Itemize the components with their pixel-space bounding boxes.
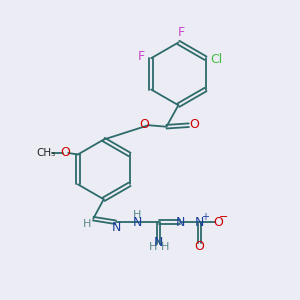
Text: F: F [138,50,145,63]
Text: −: − [219,212,228,222]
Text: O: O [189,118,199,131]
Text: O: O [213,216,223,229]
Text: N: N [154,236,163,249]
Text: CH₃: CH₃ [36,148,55,158]
Text: N: N [133,216,142,229]
Text: O: O [60,146,70,160]
Text: N: N [176,216,185,229]
Text: F: F [178,26,185,39]
Text: N: N [195,216,204,229]
Text: H: H [160,242,169,252]
Text: Cl: Cl [211,53,223,66]
Text: H: H [148,242,157,252]
Text: +: + [201,212,208,222]
Text: N: N [112,221,121,234]
Text: O: O [195,240,205,253]
Text: H: H [133,209,141,220]
Text: H: H [82,219,91,229]
Text: O: O [139,118,149,131]
